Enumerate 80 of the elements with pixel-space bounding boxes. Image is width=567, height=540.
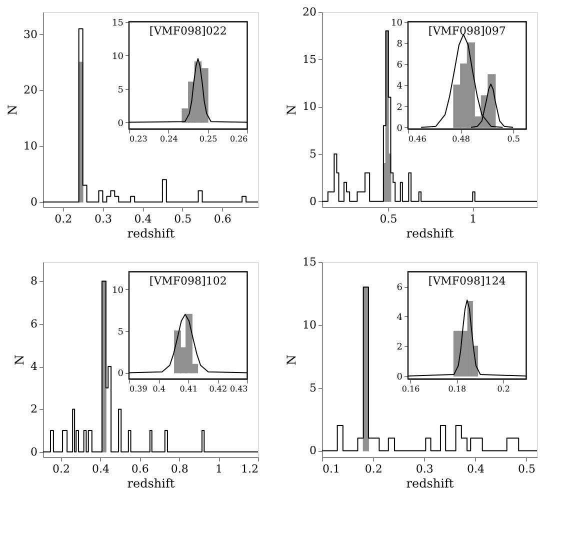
y-tick-label: 6 [30, 317, 38, 330]
y-axis-title: N [284, 354, 299, 366]
x-tick-label: 0.4 [466, 462, 484, 476]
x-tick-label: 0.5 [174, 212, 192, 226]
y-tick-label: 20 [24, 84, 38, 97]
y-tick-label: 4 [396, 312, 403, 323]
y-tick-label: 0 [118, 118, 124, 129]
y-tick-label: 0 [396, 124, 403, 134]
x-axis-title: redshift [127, 476, 175, 490]
y-tick-label: 0 [30, 445, 38, 458]
x-tick-label: 0.43 [230, 384, 248, 394]
y-tick-label: 6 [396, 60, 403, 71]
x-tick-label: 1 [216, 462, 223, 476]
x-tick-label: 0.39 [130, 384, 148, 394]
y-tick-label: 0 [118, 369, 124, 380]
y-tick-label: 2 [30, 402, 38, 416]
x-tick-label: 0.24 [160, 134, 178, 144]
y-tick-label: 2 [396, 102, 402, 113]
annotation: [VMF098]124 [428, 274, 506, 288]
x-tick-label: 0.2 [52, 462, 70, 476]
y-tick-label: 8 [396, 39, 403, 50]
y-tick-label: 30 [24, 28, 38, 41]
x-tick-label: 0.46 [408, 134, 426, 144]
annotation: [VMF098]022 [149, 24, 227, 38]
y-tick-label: 4 [30, 360, 38, 374]
annotation: [VMF098]102 [149, 274, 227, 288]
x-tick-label: 0.4 [134, 212, 152, 226]
y-tick-label: 0 [310, 444, 316, 458]
x-axis-title: redshift [406, 476, 454, 490]
x-tick-label: 0.2 [54, 212, 72, 226]
x-tick-label: 0.48 [452, 134, 470, 144]
y-tick-label: 4 [396, 82, 403, 92]
x-tick-label: 0.16 [402, 384, 420, 394]
y-tick-label: 2 [396, 342, 402, 353]
y-tick-label: 8 [30, 274, 38, 288]
y-tick-label: 5 [310, 147, 316, 160]
y-tick-label: 10 [24, 140, 38, 153]
x-tick-label: 0.18 [448, 384, 466, 394]
x-tick-label: 0.23 [130, 134, 148, 144]
x-tick-label: 0.5 [380, 212, 398, 226]
x-tick-label: 0.2 [497, 384, 510, 394]
x-tick-label: 0.8 [170, 462, 188, 476]
y-tick-label: 5 [310, 381, 316, 394]
y-tick-label: 6 [396, 283, 403, 294]
x-tick-label: 0.2 [364, 462, 382, 476]
x-tick-label: 1.2 [241, 462, 258, 476]
x-tick-label: 0.41 [180, 384, 198, 394]
x-axis-title: redshift [406, 226, 454, 240]
annotation: [VMF098]097 [428, 24, 506, 38]
x-tick-label: 0.4 [152, 384, 166, 394]
x-tick-label: 0.1 [322, 462, 340, 476]
y-tick-label: 15 [302, 256, 316, 268]
x-tick-label: 0.4 [92, 462, 110, 476]
y-tick-label: 0 [30, 195, 38, 208]
x-tick-label: 0.3 [416, 462, 434, 476]
y-tick-label: 10 [391, 18, 403, 28]
y-tick-label: 20 [302, 6, 316, 18]
y-axis-title: N [284, 104, 299, 116]
x-tick-label: 0.26 [230, 134, 248, 144]
x-tick-label: 0.5 [507, 134, 520, 144]
y-tick-label: 15 [112, 18, 124, 28]
y-tick-label: 0 [396, 372, 403, 383]
x-tick-label: 0.25 [199, 134, 218, 144]
y-axis-title: N [6, 104, 20, 116]
y-tick-label: 0 [310, 194, 316, 208]
y-tick-label: 5 [118, 85, 124, 96]
y-tick-label: 15 [302, 52, 316, 66]
x-tick-label: 1 [470, 212, 477, 226]
y-tick-label: 10 [302, 318, 316, 332]
y-tick-label: 10 [302, 100, 316, 114]
x-tick-label: 0.5 [518, 462, 536, 476]
x-tick-label: 0.42 [209, 384, 228, 394]
x-tick-label: 0.3 [94, 212, 112, 226]
x-tick-label: 0.6 [131, 462, 149, 476]
x-axis-title: redshift [127, 226, 175, 240]
y-axis-title: N [12, 354, 26, 366]
y-tick-label: 5 [118, 328, 124, 338]
y-tick-label: 10 [112, 286, 124, 296]
y-tick-label: 10 [112, 52, 124, 62]
x-tick-label: 0.6 [214, 212, 232, 226]
